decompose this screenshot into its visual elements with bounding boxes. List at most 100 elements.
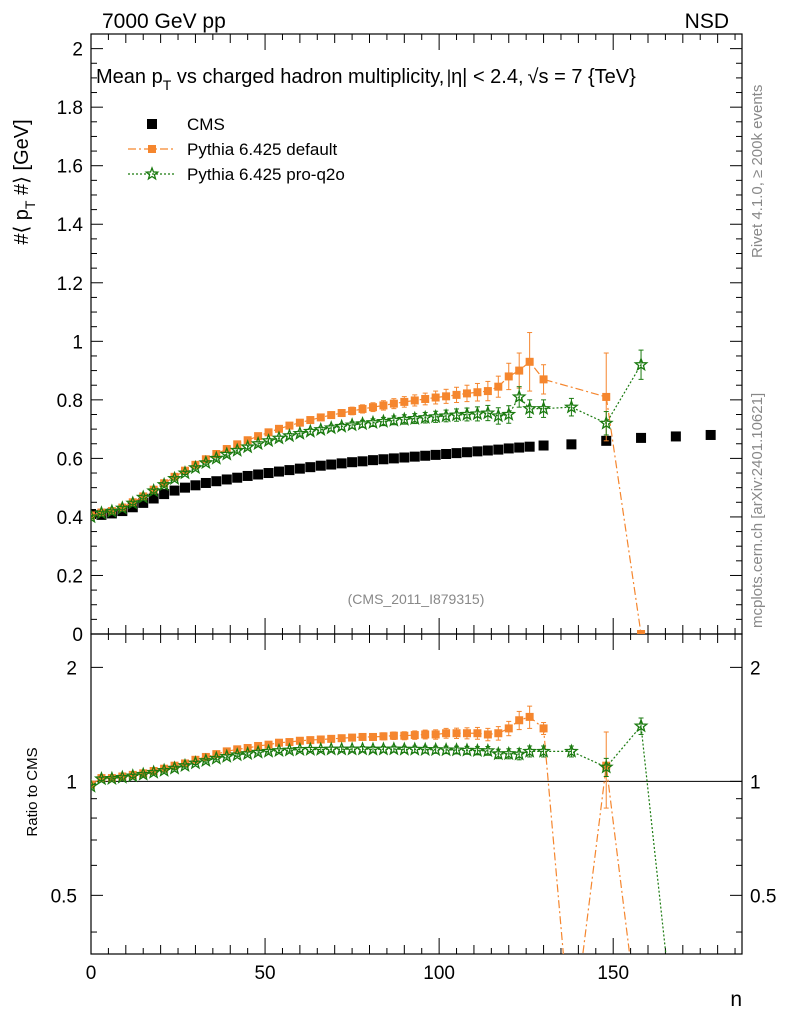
ratio-y-label: Ratio to CMS	[24, 747, 41, 836]
main-point-default	[539, 375, 548, 384]
main-point-proq2o	[146, 483, 162, 498]
main-point-cms	[503, 443, 514, 454]
main-point-proq2o	[334, 418, 350, 433]
x-tick-label: 150	[597, 963, 629, 984]
ratio-point-proq2o	[633, 718, 649, 733]
main-y-tick-label: 0.4	[57, 508, 84, 529]
main-point-cms	[159, 489, 170, 500]
ratio-point-proq2o	[536, 743, 552, 758]
ratio-y-tick-label-right: 1	[750, 772, 761, 793]
main-point-proq2o	[501, 406, 517, 421]
main-point-default	[337, 409, 346, 418]
x-axis: 0 50 100 150	[86, 34, 736, 984]
main-point-proq2o	[375, 413, 391, 428]
ratio-point-default	[539, 724, 548, 733]
main-point-proq2o	[229, 442, 245, 457]
svg-text:Rivet 4.1.0, ≥ 200k events: Rivet 4.1.0, ≥ 200k events	[749, 85, 766, 258]
ratio-point-default	[274, 738, 283, 747]
main-point-cms	[326, 459, 337, 470]
main-point-cms	[169, 485, 180, 496]
main-point-cms	[670, 431, 681, 442]
main-y-tick-label: 1.4	[57, 215, 84, 236]
main-point-cms	[179, 482, 190, 493]
main-point-proq2o	[490, 408, 506, 423]
ratio-point-default	[421, 730, 430, 739]
main-y-label: #⟨ pT #⟩ [GeV]	[11, 119, 38, 244]
main-point-cms	[253, 469, 264, 480]
x-tick-label: 50	[254, 963, 275, 984]
main-y-tick-label: 0.6	[57, 449, 83, 470]
main-point-proq2o	[125, 495, 141, 510]
main-point-proq2o	[386, 412, 402, 427]
main-point-proq2o	[91, 509, 99, 524]
ratio-point-default	[442, 729, 451, 738]
main-point-default	[504, 372, 513, 381]
ratio-point-default	[285, 738, 294, 747]
main-point-cms	[190, 480, 201, 491]
ratio-y-tick-label: 0.5	[51, 886, 77, 907]
main-point-cms	[284, 465, 295, 476]
ratio-point-default	[431, 730, 440, 739]
main-point-cms	[294, 463, 305, 474]
main-point-proq2o	[261, 432, 277, 448]
ratio-point-default	[316, 735, 325, 744]
legend-marker	[148, 145, 156, 153]
main-point-default	[452, 390, 461, 399]
main-point-default	[389, 399, 398, 408]
main-point-proq2o	[302, 423, 318, 438]
main-point-proq2o	[135, 489, 151, 504]
main-y-tick-label: 1.6	[57, 157, 83, 178]
main-point-default	[285, 421, 294, 430]
main-point-cms	[305, 462, 316, 473]
main-point-proq2o	[187, 459, 203, 475]
main-point-proq2o	[438, 408, 454, 423]
main-point-proq2o	[198, 454, 214, 470]
main-point-default	[442, 392, 451, 401]
main-point-cms	[242, 470, 253, 481]
main-point-proq2o	[536, 400, 552, 415]
ratio-point-default	[525, 712, 534, 721]
main-point-cms	[336, 458, 347, 469]
ratio-point-proq2o	[135, 766, 151, 781]
ratio-point-proq2o	[598, 759, 614, 774]
ratio-point-proq2o	[187, 755, 203, 770]
main-y-axis: 0 0.2 0.4 0.6 0.8 1 1.2 1.4 1.6 1.8 2	[57, 40, 742, 646]
main-point-proq2o	[292, 425, 308, 440]
analysis-id: (CMS_2011_I879315)	[348, 591, 485, 607]
main-point-cms	[705, 429, 716, 440]
legend-label: Pythia 6.425 default	[187, 140, 338, 159]
main-point-proq2o	[417, 409, 433, 425]
main-point-default	[602, 392, 611, 401]
ratio-panel-frame	[90, 633, 743, 955]
mcplots-label: mcplots.cern.ch [arXiv:2401.10621]	[749, 393, 766, 628]
main-point-cms	[566, 439, 577, 450]
main-point-default	[421, 394, 430, 403]
ratio-point-default	[452, 729, 461, 738]
ratio-point-proq2o	[261, 743, 277, 758]
main-point-proq2o	[344, 417, 360, 432]
main-point-proq2o	[313, 421, 329, 437]
ratio-point-proq2o	[250, 744, 266, 759]
ratio-point-default	[295, 736, 304, 745]
ratio-point-proq2o	[91, 778, 99, 793]
main-point-proq2o	[114, 500, 130, 515]
main-point-proq2o	[633, 356, 649, 372]
main-point-proq2o	[167, 470, 183, 485]
main-point-default	[358, 404, 367, 413]
main-point-proq2o	[271, 430, 287, 445]
ratio-point-proq2o	[156, 762, 172, 777]
main-point-proq2o	[281, 427, 297, 443]
main-point-default	[306, 416, 315, 425]
main-point-cms	[399, 452, 410, 463]
ratio-point-proq2o	[167, 760, 183, 775]
legend-item-cms: CMS	[147, 115, 225, 134]
main-point-proq2o	[93, 505, 109, 520]
main-point-default	[525, 357, 534, 366]
ratio-point-default	[358, 732, 367, 741]
main-point-proq2o	[323, 420, 339, 435]
main-line-proq2o	[91, 364, 642, 518]
main-y-tick-label: 1	[72, 332, 83, 353]
main-point-proq2o	[563, 399, 579, 414]
ratio-point-proq2o	[104, 770, 120, 785]
main-plot-area	[91, 332, 716, 634]
